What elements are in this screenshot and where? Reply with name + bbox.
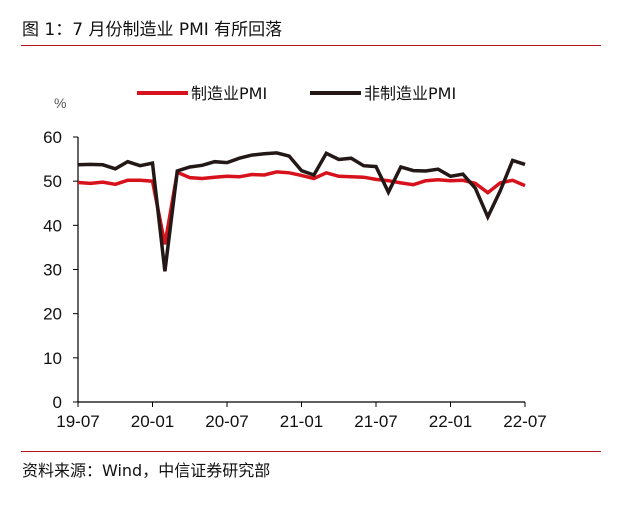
pmi-line-chart: 制造业PMI 非制造业PMI % 0 10 20 30 40 50 60 19-07 20-01… [43, 84, 547, 431]
x-tick-label: 20-01 [131, 412, 174, 431]
legend-item-manufacturing: 制造业PMI [137, 84, 267, 103]
y-tick-label: 20 [43, 305, 62, 324]
y-tick-label: 60 [43, 128, 62, 147]
x-tick-label: 21-07 [354, 412, 397, 431]
y-tick-label: 40 [43, 216, 62, 235]
y-axis-unit: % [54, 95, 66, 111]
y-tick-label: 10 [43, 349, 62, 368]
legend-item-non-manufacturing: 非制造业PMI [310, 84, 456, 103]
x-tick-label: 20-07 [205, 412, 248, 431]
x-tick-label: 22-01 [429, 412, 472, 431]
manufacturing-pmi-line [77, 169, 526, 245]
figure-title: 图 1：7 月份制造业 PMI 有所回落 [22, 20, 283, 40]
y-tick-label: 50 [43, 172, 62, 191]
non-manufacturing-pmi-line [77, 150, 526, 272]
y-tick-label: 0 [53, 393, 62, 412]
series-lines [77, 150, 526, 272]
source-note: 资料来源：Wind，中信证券研究部 [22, 461, 271, 480]
legend: 制造业PMI 非制造业PMI [137, 84, 456, 103]
legend-label: 制造业PMI [191, 84, 267, 103]
x-tick-label: 19-07 [56, 412, 99, 431]
x-tick-label: 22-07 [503, 412, 546, 431]
legend-label: 非制造业PMI [364, 84, 456, 103]
title-divider [21, 45, 601, 46]
y-tick-label: 30 [43, 261, 62, 280]
x-tick-label: 21-01 [280, 412, 323, 431]
axes: 0 10 20 30 40 50 60 19-07 20-01 20-07 21-01 21-07 22… [43, 128, 547, 431]
source-divider [21, 451, 601, 452]
